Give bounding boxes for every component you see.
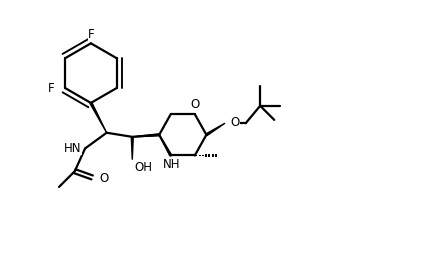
Text: O: O [190, 99, 199, 111]
Polygon shape [90, 102, 106, 133]
Text: F: F [48, 82, 55, 94]
Text: HN: HN [64, 142, 82, 155]
Polygon shape [206, 123, 225, 136]
Polygon shape [131, 137, 133, 160]
Text: O: O [100, 172, 109, 185]
Text: O: O [231, 116, 240, 129]
Text: NH: NH [163, 158, 180, 171]
Polygon shape [159, 135, 172, 156]
Polygon shape [132, 134, 159, 137]
Text: OH: OH [134, 160, 152, 174]
Text: F: F [88, 28, 94, 41]
